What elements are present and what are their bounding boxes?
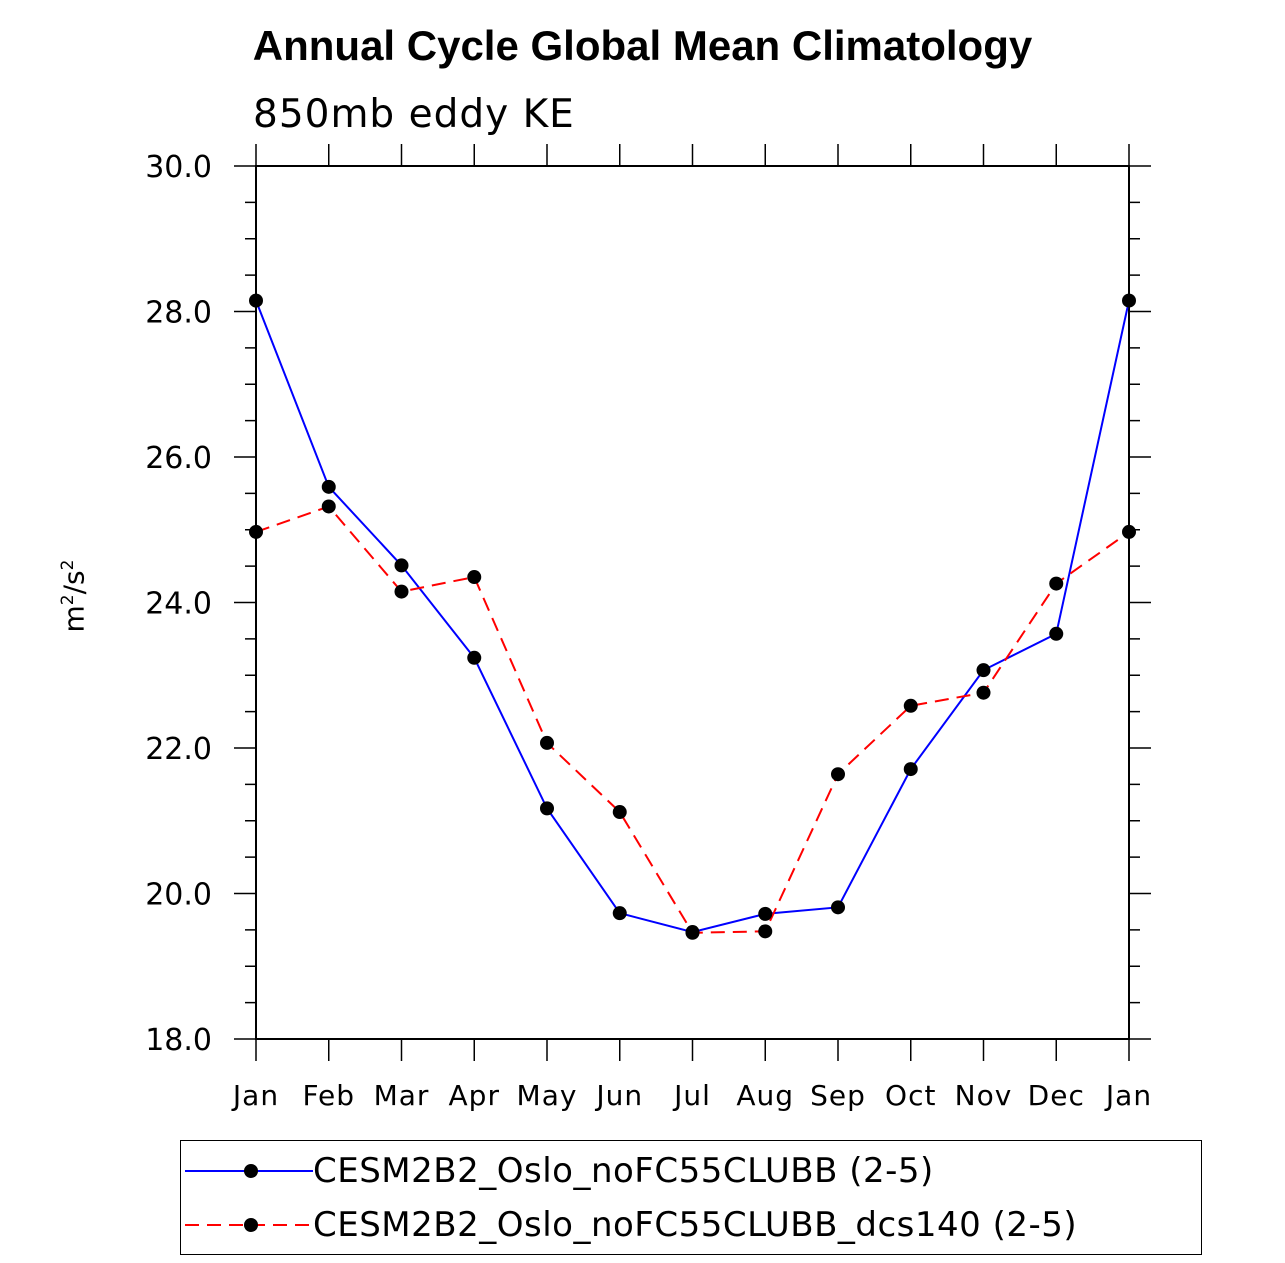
x-tick-label: Feb bbox=[302, 1079, 355, 1112]
x-tick-label: Jun bbox=[594, 1079, 643, 1112]
series-2-point bbox=[540, 735, 554, 750]
x-tick-label: Nov bbox=[955, 1079, 1013, 1112]
series-1-point bbox=[758, 906, 773, 921]
legend: CESM2B2_Oslo_noFC55CLUBB (2-5) CESM2B2_O… bbox=[180, 1140, 1202, 1255]
x-tick-label: Aug bbox=[736, 1079, 794, 1112]
series-1-point bbox=[903, 762, 918, 777]
series-2-point bbox=[1049, 576, 1064, 591]
series-1-point bbox=[1122, 293, 1136, 308]
series-1-point bbox=[1049, 626, 1064, 641]
series-line-2 bbox=[255, 505, 1130, 934]
y-tick-label: 18.0 bbox=[145, 1023, 212, 1058]
x-tick-label: Dec bbox=[1028, 1079, 1085, 1112]
series-2-point bbox=[903, 698, 918, 713]
x-tick-label: Mar bbox=[374, 1079, 430, 1112]
legend-item-series-2: CESM2B2_Oslo_noFC55CLUBB_dcs140 (2-5) bbox=[181, 1203, 1201, 1247]
legend-swatch-series-1 bbox=[185, 1164, 313, 1178]
series-1-point bbox=[467, 650, 482, 665]
x-tick-label: Jul bbox=[672, 1079, 711, 1112]
series-1-point bbox=[540, 801, 554, 816]
series-2-point bbox=[612, 805, 627, 820]
series-2-point bbox=[321, 499, 336, 514]
y-tick-label: 24.0 bbox=[145, 587, 212, 622]
series-2-point bbox=[758, 924, 773, 939]
series-2-point bbox=[467, 570, 482, 585]
legend-item-series-1: CESM2B2_Oslo_noFC55CLUBB (2-5) bbox=[181, 1149, 1201, 1193]
plot-frame bbox=[255, 165, 1130, 1040]
series-2-point bbox=[394, 584, 409, 599]
series-line-1 bbox=[255, 300, 1130, 934]
series-1-point bbox=[249, 293, 263, 308]
x-tick-label: Oct bbox=[885, 1079, 936, 1112]
legend-label-series-2: CESM2B2_Oslo_noFC55CLUBB_dcs140 (2-5) bbox=[313, 1205, 1078, 1245]
series-2-point bbox=[249, 524, 263, 539]
x-tick-label: Jan bbox=[1104, 1079, 1152, 1112]
series-2-point bbox=[976, 685, 991, 700]
series-2-point bbox=[685, 925, 700, 940]
y-tick-label: 30.0 bbox=[145, 150, 212, 185]
x-tick-label: Apr bbox=[449, 1079, 500, 1112]
y-tick-label: 20.0 bbox=[145, 878, 212, 913]
legend-swatch-series-2 bbox=[185, 1218, 313, 1232]
chart-subtitle: 850mb eddy KE bbox=[253, 92, 575, 137]
y-tick-label: 22.0 bbox=[145, 732, 212, 767]
series-1-point bbox=[612, 906, 627, 921]
x-tick-label: May bbox=[517, 1079, 578, 1112]
series-2-point bbox=[831, 767, 845, 782]
series-2-point bbox=[1122, 524, 1136, 539]
x-tick-label: Sep bbox=[810, 1079, 866, 1112]
x-tick-label: Jan bbox=[231, 1079, 279, 1112]
y-tick-label: 28.0 bbox=[145, 296, 212, 331]
line-chart: 18.0 20.0 22.0 24.0 26.0 28.0 30.0 Jan Feb Mar Apr… bbox=[145, 144, 1152, 1112]
series-1-point bbox=[394, 558, 409, 573]
series-1-point bbox=[831, 900, 845, 915]
legend-label-series-1: CESM2B2_Oslo_noFC55CLUBB (2-5) bbox=[313, 1151, 934, 1191]
y-tick-label: 26.0 bbox=[145, 441, 212, 476]
chart-title: Annual Cycle Global Mean Climatology bbox=[252, 22, 1033, 69]
series-1-point bbox=[976, 663, 991, 678]
series-1-point bbox=[321, 479, 336, 494]
